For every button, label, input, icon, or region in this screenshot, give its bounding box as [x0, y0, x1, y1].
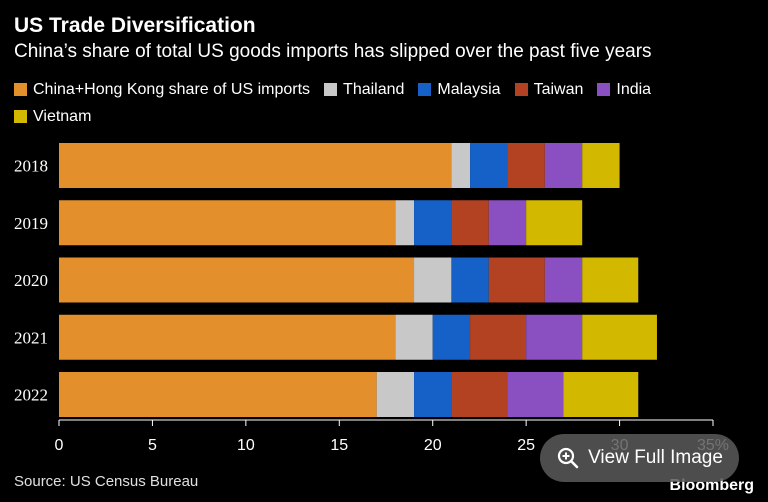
bar-segment-taiwan-2022 [451, 372, 508, 417]
chart-legend: China+Hong Kong share of US imports Thail… [14, 80, 734, 126]
zoom-icon [557, 447, 579, 469]
x-tick-label: 20 [424, 437, 442, 454]
x-tick-label: 25 [517, 437, 535, 454]
bar-segment-taiwan-2021 [470, 314, 527, 360]
x-tick-label: 5 [148, 437, 157, 454]
bar-segment-vietnam-2018 [582, 143, 620, 188]
bar-segment-thailand-2018 [451, 143, 471, 188]
bar-segment-thailand-2021 [395, 314, 433, 360]
legend-label: Vietnam [33, 107, 92, 125]
bar-segment-malaysia-2018 [470, 143, 508, 188]
bar-segment-china-hong-kong-share-of-us-imports-2022 [59, 372, 377, 417]
bar-segment-china-hong-kong-share-of-us-imports-2021 [59, 314, 396, 360]
bar-segment-vietnam-2022 [563, 372, 639, 417]
bar-segment-china-hong-kong-share-of-us-imports-2020 [59, 257, 415, 303]
bar-segment-india-2021 [526, 314, 583, 360]
legend-item-taiwan: Taiwan [514, 80, 584, 99]
y-category-label: 2022 [14, 386, 48, 405]
bar-segment-thailand-2020 [414, 257, 452, 303]
x-tick-label: 10 [237, 437, 255, 454]
bar-segment-taiwan-2018 [507, 143, 545, 188]
bar-segment-india-2020 [544, 257, 583, 303]
legend-label: India [616, 80, 652, 98]
legend-label: Thailand [343, 80, 405, 98]
y-category-label: 2020 [14, 271, 48, 290]
legend-item-vietnam: Vietnam [14, 107, 91, 126]
bar-segment-china-hong-kong-share-of-us-imports-2018 [59, 143, 452, 188]
bar-segment-india-2018 [544, 143, 583, 188]
bar-segment-vietnam-2019 [526, 200, 583, 246]
legend-item-malaysia: Malaysia [418, 80, 501, 99]
view-full-image-button[interactable]: View Full Image [540, 434, 739, 482]
bar-segment-malaysia-2020 [451, 257, 489, 303]
legend-swatch [514, 83, 528, 96]
bar-segment-taiwan-2020 [488, 257, 545, 303]
bar-segment-india-2022 [507, 372, 564, 417]
bar-segment-thailand-2019 [395, 200, 415, 246]
legend-swatch [14, 83, 27, 96]
x-tick-label: 0 [55, 437, 64, 454]
view-full-image-label: View Full Image [588, 447, 723, 468]
x-tick-label: 15 [330, 437, 348, 454]
chart-title: US Trade Diversification [14, 14, 256, 37]
legend-label: Taiwan [533, 80, 584, 98]
bar-segment-vietnam-2021 [582, 314, 657, 360]
bar-segment-india-2019 [488, 200, 527, 246]
legend-item-india: India [597, 80, 651, 99]
y-category-label: 2018 [14, 157, 48, 176]
legend-swatch [597, 83, 611, 96]
legend-swatch [324, 83, 338, 96]
chart-subtitle: China’s share of total US goods imports … [14, 41, 652, 62]
legend-swatch [418, 83, 432, 96]
bar-segment-vietnam-2020 [582, 257, 639, 303]
bar-segment-china-hong-kong-share-of-us-imports-2019 [59, 200, 396, 246]
source-note: Source: US Census Bureau [14, 473, 199, 490]
bar-segment-malaysia-2021 [432, 314, 471, 360]
legend-item-thailand: Thailand [324, 80, 404, 99]
bar-segment-taiwan-2019 [451, 200, 489, 246]
bar-segment-malaysia-2022 [414, 372, 452, 417]
y-category-label: 2021 [14, 328, 48, 347]
bar-segment-thailand-2022 [376, 372, 415, 417]
legend-item-china-hong-kong-share-of-us-imports: China+Hong Kong share of US imports [14, 80, 310, 99]
legend-swatch [14, 110, 27, 123]
legend-label: Malaysia [437, 80, 501, 98]
bar-segment-malaysia-2019 [414, 200, 452, 246]
legend-label: China+Hong Kong share of US imports [33, 80, 311, 98]
y-category-label: 2019 [14, 214, 48, 233]
